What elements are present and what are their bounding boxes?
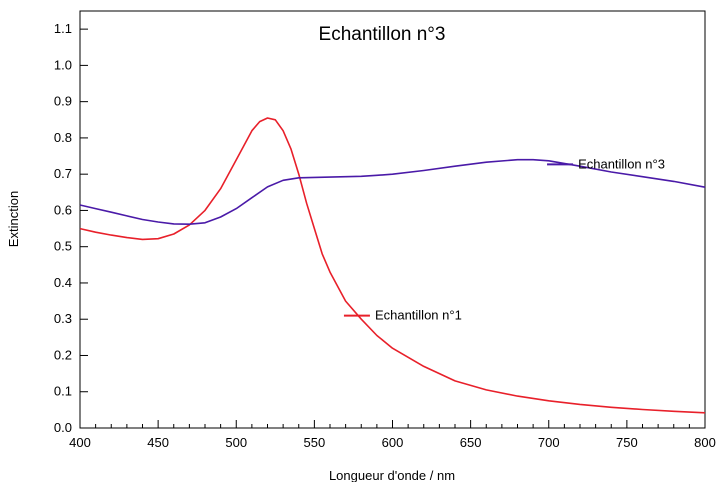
x-tick-label: 450: [147, 435, 169, 450]
x-tick-label: 600: [382, 435, 404, 450]
x-tick-label: 400: [69, 435, 91, 450]
y-tick-label: 0.4: [54, 275, 72, 290]
y-tick-label: 0.7: [54, 166, 72, 181]
y-tick-label: 0.2: [54, 347, 72, 362]
y-tick-label: 0.3: [54, 311, 72, 326]
x-axis: 400 450 500 550 600 650 700 750 800: [69, 420, 716, 450]
x-tick-label: 700: [538, 435, 560, 450]
legend-label-1: Echantillon n°1: [375, 308, 462, 323]
x-axis-label: Longueur d'onde / nm: [329, 468, 455, 482]
y-axis-label: Extinction: [6, 191, 21, 247]
y-tick-label: 0.6: [54, 202, 72, 217]
x-tick-label: 500: [225, 435, 247, 450]
x-tick-label: 550: [304, 435, 326, 450]
y-tick-label: 1.1: [54, 21, 72, 36]
legend-layer: Echantillon n°1 Echantillon n°3: [343, 156, 665, 323]
x-tick-label: 650: [460, 435, 482, 450]
legend-label-2: Echantillon n°3: [578, 156, 665, 171]
y-tick-label: 0.5: [54, 239, 72, 254]
y-tick-label: 1.0: [54, 57, 72, 72]
series-line-2: [79, 158, 706, 225]
x-tick-label: 800: [694, 435, 716, 450]
y-tick-label: 0.1: [54, 384, 72, 399]
y-tick-label: 0.9: [54, 94, 72, 109]
chart-title: Echantillon n°3: [319, 24, 446, 45]
series-line-1: [79, 117, 706, 414]
x-tick-label: 750: [616, 435, 638, 450]
y-tick-label: 0.8: [54, 130, 72, 145]
series-layer: [79, 117, 706, 414]
y-tick-label: 0.0: [54, 420, 72, 435]
y-axis: 0.0 0.1 0.2 0.3 0.4 0.5 0.6 0.7 0.8 0.9 1.0 1.1: [54, 21, 88, 435]
plot-frame: [79, 10, 706, 429]
